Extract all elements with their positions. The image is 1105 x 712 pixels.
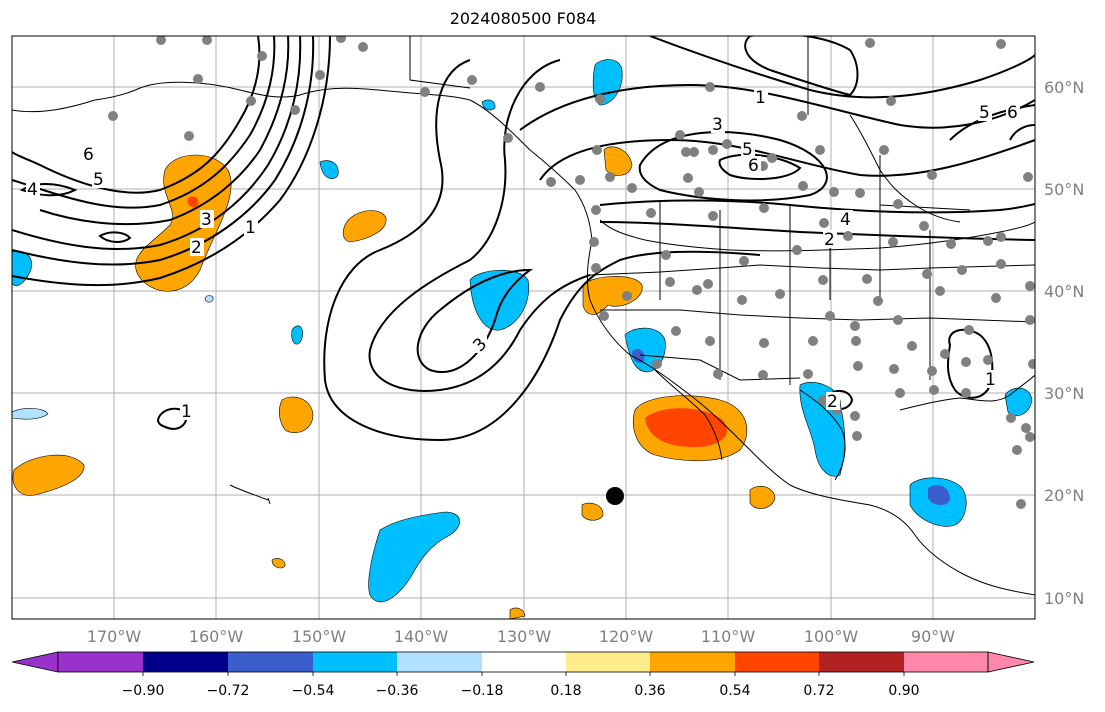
contour-label: 6 — [83, 145, 94, 165]
contour-label: 1 — [985, 370, 996, 390]
contour-label: 2 — [191, 238, 202, 258]
contour-label: 1 — [245, 218, 256, 238]
lon-label-160w: 160°W — [188, 627, 244, 646]
lon-label-90w: 90°W — [910, 627, 956, 646]
lon-label-170w: 170°W — [86, 627, 142, 646]
contour-label: 5 — [742, 140, 753, 160]
station-dots — [108, 36, 1035, 509]
lat-label-60n: 60°N — [1044, 78, 1085, 97]
lon-label-110w: 110°W — [700, 627, 756, 646]
contour-label: 1 — [755, 88, 766, 108]
lat-label-20n: 20°N — [1044, 486, 1085, 505]
contour-label: 3 — [201, 210, 212, 230]
colorbar-tick-label: −0.54 — [291, 683, 335, 699]
lon-label-130w: 130°W — [496, 627, 552, 646]
lon-label-140w: 140°W — [393, 627, 449, 646]
contour-label: 4 — [27, 180, 38, 200]
contour-label: 5 — [93, 170, 104, 190]
tropical-cyclone-marker — [606, 487, 624, 505]
map-frame — [11, 35, 1036, 620]
colorbar-tick-label: 0.54 — [719, 683, 751, 699]
lat-label-40n: 40°N — [1044, 282, 1085, 301]
contour-label: 3 — [712, 115, 723, 135]
contour-lines — [12, 36, 1035, 442]
colorbar-tick-label: −0.72 — [206, 683, 250, 699]
contour-labels: 6 5 4 3 2 1 1 3 5 6 4 2 3 2 1 5 6 1 — [26, 88, 1020, 422]
colorbar-tick-label: 0.72 — [803, 683, 835, 699]
lon-label-150w: 150°W — [291, 627, 347, 646]
contour-label: 5 — [979, 103, 990, 123]
colorbar — [11, 651, 1035, 676]
contour-label: 6 — [1007, 103, 1018, 123]
lat-label-50n: 50°N — [1044, 180, 1085, 199]
contour-label: 2 — [827, 392, 838, 412]
colorbar-tick-label: 0.18 — [550, 683, 582, 699]
colorbar-tick-label: 0.36 — [634, 683, 666, 699]
colorbar-extend-low — [11, 651, 59, 673]
coastlines — [12, 36, 1035, 596]
colorbar-tick-label: −0.18 — [460, 683, 504, 699]
colorbar-tick-label: 0.90 — [888, 683, 920, 699]
contour-label: 4 — [840, 210, 851, 230]
colorbar-extend-high — [987, 651, 1035, 673]
contour-label: 6 — [748, 156, 759, 176]
lon-label-120w: 120°W — [598, 627, 654, 646]
lon-label-100w: 100°W — [803, 627, 859, 646]
colorbar-tick-label: −0.90 — [121, 683, 165, 699]
colorbar-tick-label: −0.36 — [375, 683, 419, 699]
map-title: 2024080500 F084 — [449, 9, 597, 28]
lat-label-10n: 10°N — [1044, 589, 1085, 608]
lat-label-30n: 30°N — [1044, 384, 1085, 403]
contour-label: 2 — [824, 230, 835, 250]
anomaly-fills — [12, 59, 1033, 619]
contour-label: 1 — [181, 402, 192, 422]
